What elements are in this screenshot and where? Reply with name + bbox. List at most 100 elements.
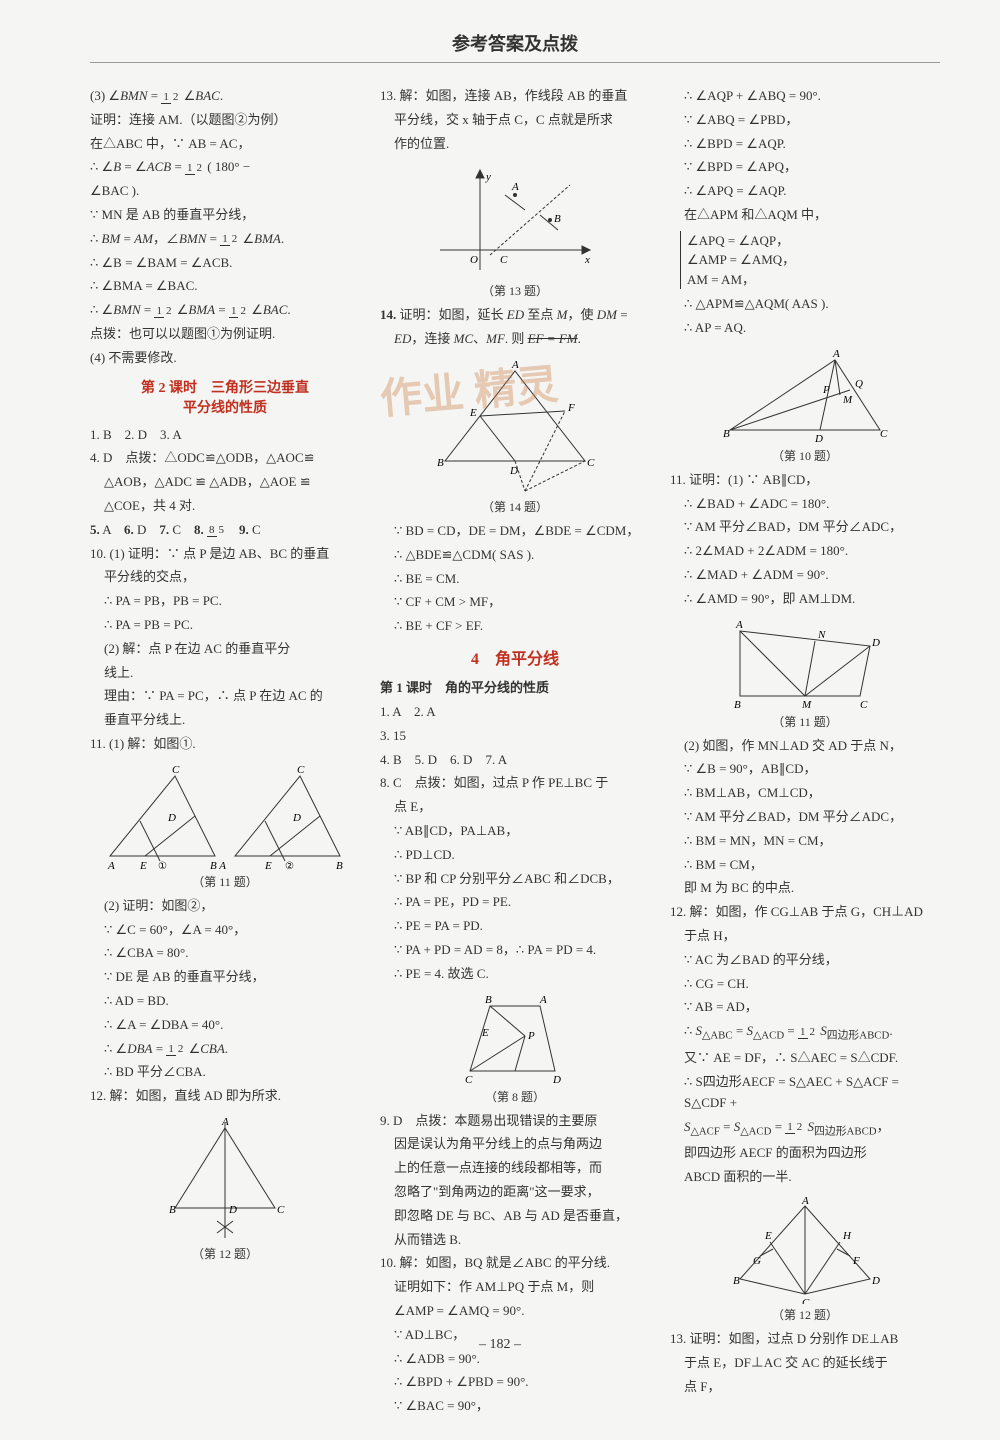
text: 11. 证明：(1) ∵ AB∥CD， xyxy=(670,470,940,491)
text: 作的位置. xyxy=(380,134,650,155)
text: ∠BAC ). xyxy=(90,181,360,202)
section-title: 第 2 课时 三角形三边垂直平分线的性质 xyxy=(90,377,360,417)
figure-caption: （第 11 题） xyxy=(670,713,940,730)
svg-text:F: F xyxy=(567,402,575,414)
column-2: 13. 解：如图，连接 AB，作线段 AB 的垂直 平分线，交 x 轴于点 C，… xyxy=(380,83,650,1420)
text: ∴ ∠MAD + ∠ADM = 90°. xyxy=(670,565,940,586)
page-number: – 182 – xyxy=(0,1337,1000,1353)
text: S△ACF = S△ACD = 12 S四边形ABCD， xyxy=(670,1117,940,1141)
text: (2) 如图，作 MN⊥AD 交 AD 于点 N， xyxy=(670,736,940,757)
svg-text:B: B xyxy=(734,699,741,711)
text: ∴ BD 平分∠CBA. xyxy=(90,1062,360,1083)
text: 证明：连接 AM.（以题图②为例） xyxy=(90,110,360,131)
figure-13: y x O A B C （第 13 题） xyxy=(380,160,650,299)
triangle-diagram-icon: A B C D P M Q xyxy=(715,345,895,445)
text: ∴ PE = 4. 故选 C. xyxy=(380,964,650,985)
svg-text:y: y xyxy=(485,171,491,183)
svg-text:A: A xyxy=(511,359,519,371)
text: ∴ ∠BPD + ∠PBD = 90°. xyxy=(380,1372,650,1393)
svg-text:A: A xyxy=(539,994,547,1006)
text: ∵ PA + PD = AD = 8，∴ PA = PD = 4. xyxy=(380,940,650,961)
text: ∴ PA = PE，PD = PE. xyxy=(380,892,650,913)
figure-12b: A B C D E G H F （第 12 题） xyxy=(670,1194,940,1323)
svg-text:C: C xyxy=(500,254,508,266)
svg-text:C: C xyxy=(802,1297,810,1304)
answer-row: 1. A 2. A xyxy=(380,702,650,723)
text: ∴ PD⊥CD. xyxy=(380,845,650,866)
answer-row: 5. A 6. D 7. C 8. 85 9. C xyxy=(90,520,360,541)
svg-text:B A: B A xyxy=(210,860,226,871)
svg-text:O: O xyxy=(470,254,478,266)
text: AM = AM， xyxy=(687,270,795,290)
svg-text:B: B xyxy=(169,1204,176,1216)
answer-row: 4. D 点拨：△ODC≌△ODB，△AOC≌ xyxy=(90,448,360,469)
text: ∵ ∠BPD = ∠APQ， xyxy=(670,157,940,178)
lesson-title: 第 1 课时 角的平分线的性质 xyxy=(380,677,650,696)
answer-row: 4. B 5. D 6. D 7. A xyxy=(380,750,650,771)
text: ∴ ∠CBA = 80°. xyxy=(90,943,360,964)
svg-text:D: D xyxy=(814,433,823,445)
text: 因是误认为角平分线上的点与角两边 xyxy=(380,1134,650,1155)
triangle-diagram-icon: A B A C E D B C E D ① ② xyxy=(100,761,350,871)
text: (3) ∠BMN = 12 ∠BAC. xyxy=(90,86,360,107)
text: 平分线，交 x 轴于点 C，C 点就是所求 xyxy=(380,110,650,131)
text: ∴ ∠APQ = ∠AQP. xyxy=(670,181,940,202)
text: ∴ ∠BMA = ∠BAC. xyxy=(90,276,360,297)
svg-text:E: E xyxy=(264,860,272,871)
svg-text:A: A xyxy=(221,1116,229,1128)
text: ∴ BM = CM， xyxy=(670,855,940,876)
text: 在△APM 和△AQM 中， xyxy=(670,205,940,226)
text: ∴ BM = AM，∠BMN = 12 ∠BMA. xyxy=(90,229,360,250)
text: ∴ ∠AQP + ∠ABQ = 90°. xyxy=(670,86,940,107)
svg-text:D: D xyxy=(167,812,176,824)
text: ∴ △APM≌△AQM( AAS ). xyxy=(670,294,940,315)
figure-12: A B C D （第 12 题） xyxy=(90,1113,360,1262)
svg-text:B: B xyxy=(554,213,561,225)
svg-text:P: P xyxy=(822,384,830,396)
text: ∴ PA = PB = PC. xyxy=(90,615,360,636)
text: ∴ BE + CF > EF. xyxy=(380,616,650,637)
text: 即 M 为 BC 的中点. xyxy=(670,878,940,899)
text: 12. 解：如图，作 CG⊥AB 于点 G，CH⊥AD xyxy=(670,902,940,923)
text: 12. 解：如图，直线 AD 即为所求. xyxy=(90,1086,360,1107)
text: ∵ AM 平分∠BAD，DM 平分∠ADC， xyxy=(670,807,940,828)
svg-text:E: E xyxy=(469,407,477,419)
text: ∵ ∠ABQ = ∠PBD， xyxy=(670,110,940,131)
text: 点 F， xyxy=(670,1377,940,1398)
quad-diagram-icon: A D B C M N xyxy=(720,616,890,711)
text: ∴ PE = PA = PD. xyxy=(380,916,650,937)
text: ∵ AB∥CD，PA⊥AB， xyxy=(380,821,650,842)
text: 在△ABC 中，∵ AB = AC， xyxy=(90,134,360,155)
text: ∴ BM⊥AB，CM⊥CD， xyxy=(670,783,940,804)
svg-text:N: N xyxy=(817,629,826,641)
text: ∵ AB = AD， xyxy=(670,997,940,1018)
text: ∵ ∠BAC = 90°， xyxy=(380,1396,650,1417)
text: ∵ MN 是 AB 的垂直平分线， xyxy=(90,205,360,226)
text: 理由：∵ PA = PC，∴ 点 P 在边 AC 的 xyxy=(90,686,360,707)
text: ∴ 2∠MAD + 2∠ADM = 180°. xyxy=(670,541,940,562)
text: 11. (1) 解：如图①. xyxy=(90,734,360,755)
text: ∵ CF + CM > MF， xyxy=(380,592,650,613)
figure-caption: （第 13 题） xyxy=(380,282,650,299)
svg-text:B: B xyxy=(485,994,492,1006)
triangle-diagram-icon: A B C E F D M xyxy=(425,356,605,496)
svg-text:C: C xyxy=(277,1204,285,1216)
svg-text:C: C xyxy=(172,764,180,776)
text: ∵ AM 平分∠BAD，DM 平分∠ADC， xyxy=(670,517,940,538)
text: △COE，共 4 对. xyxy=(90,496,360,517)
text: ∴ ∠DBA = 12 ∠CBA. xyxy=(90,1039,360,1060)
svg-text:Q: Q xyxy=(855,378,863,390)
svg-text:①: ① xyxy=(158,861,167,871)
svg-text:A: A xyxy=(735,619,743,631)
answer-row: 1. B 2. D 3. A xyxy=(90,425,360,446)
svg-text:x: x xyxy=(584,254,590,266)
content-columns: (3) ∠BMN = 12 ∠BAC. 证明：连接 AM.（以题图②为例） 在△… xyxy=(90,83,940,1420)
text: ∵ BP 和 CP 分别平分∠ABC 和∠DCB， xyxy=(380,869,650,890)
text: ∴ BM = MN，MN = CM， xyxy=(670,831,940,852)
svg-text:F: F xyxy=(852,1255,860,1267)
text: ∴ ∠B = ∠BAM = ∠ACB. xyxy=(90,253,360,274)
quad-diagram-icon: B A C D E P xyxy=(455,991,575,1086)
text: 从而错选 B. xyxy=(380,1230,650,1251)
text: ∴ ∠BMN = 12 ∠BMA = 12 ∠BAC. xyxy=(90,300,360,321)
text: ∠AMP = ∠AMQ， xyxy=(687,250,795,270)
